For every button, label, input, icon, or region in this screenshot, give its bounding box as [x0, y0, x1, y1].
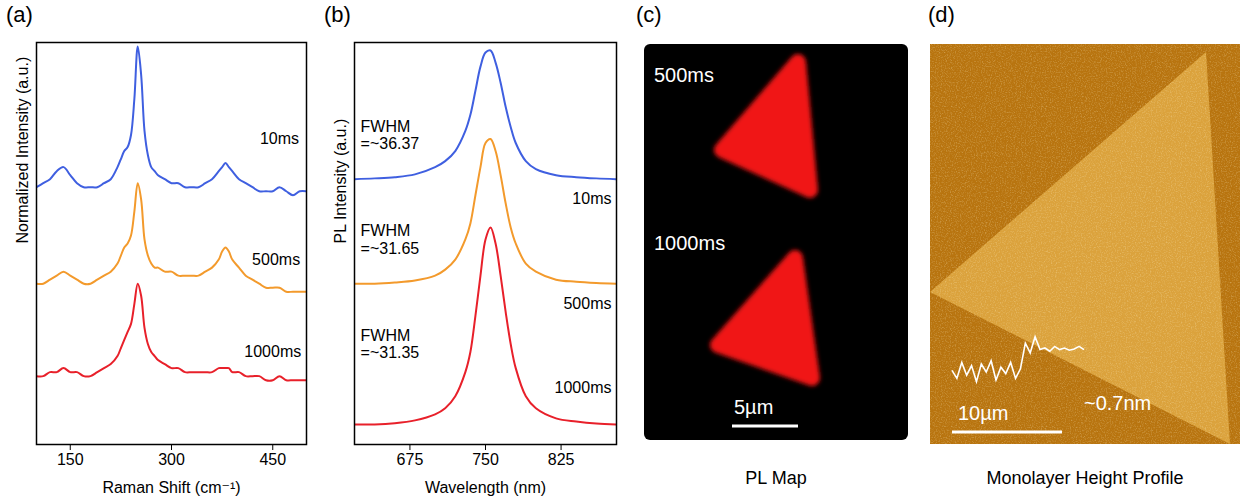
- svg-text:FWHM=~36.37: FWHM=~36.37: [361, 118, 420, 153]
- svg-text:825: 825: [548, 451, 575, 468]
- svg-text:Wavelength (nm): Wavelength (nm): [425, 479, 546, 496]
- svg-text:Normalized Intensity (a.u.): Normalized Intensity (a.u.): [14, 57, 31, 244]
- svg-text:FWHM=~31.35: FWHM=~31.35: [361, 327, 420, 362]
- html-text:(b): (b): [324, 2, 351, 27]
- svg-text:Monolayer Height Profile: Monolayer Height Profile: [986, 468, 1183, 488]
- svg-text:5µm: 5µm: [734, 396, 773, 418]
- svg-text:1000ms: 1000ms: [244, 343, 301, 360]
- svg-text:500ms: 500ms: [563, 295, 611, 312]
- svg-text:10µm: 10µm: [958, 402, 1008, 424]
- svg-text:Raman Shift (cm⁻¹): Raman Shift (cm⁻¹): [102, 479, 240, 496]
- svg-text:500ms: 500ms: [654, 64, 714, 86]
- svg-text:300: 300: [158, 451, 185, 468]
- svg-text:FWHM=~31.65: FWHM=~31.65: [361, 222, 420, 257]
- html-text:(d): (d): [928, 2, 955, 27]
- svg-text:10ms: 10ms: [572, 190, 611, 207]
- html-text:(c): (c): [636, 2, 662, 27]
- svg-text:PL Intensity (a.u.): PL Intensity (a.u.): [332, 119, 349, 244]
- svg-text:1000ms: 1000ms: [555, 379, 612, 396]
- svg-text:~0.7nm: ~0.7nm: [1084, 392, 1151, 414]
- svg-text:675: 675: [397, 451, 424, 468]
- svg-text:150: 150: [57, 451, 84, 468]
- svg-text:10ms: 10ms: [260, 130, 299, 147]
- svg-text:500ms: 500ms: [252, 251, 300, 268]
- svg-text:450: 450: [259, 451, 286, 468]
- svg-text:750: 750: [472, 451, 499, 468]
- svg-text:PL Map: PL Map: [745, 468, 806, 488]
- svg-text:1000ms: 1000ms: [654, 232, 725, 254]
- html-text:(a): (a): [6, 2, 33, 27]
